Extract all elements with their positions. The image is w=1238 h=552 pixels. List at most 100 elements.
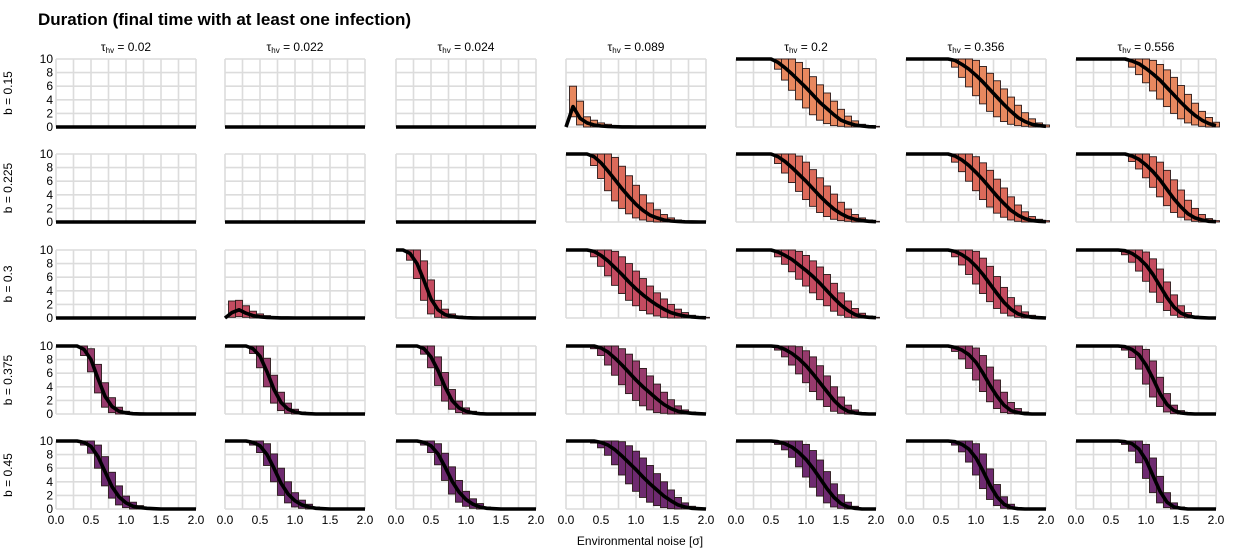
mean-line	[1076, 439, 1216, 511]
mean-line	[566, 152, 706, 224]
column-header-subscript: hv	[1122, 46, 1130, 55]
y-tick-label: 4	[46, 188, 53, 202]
panel-b-0.45-tau-0.2: 0.0 0.5 1.0 1.5 2.0	[728, 439, 885, 527]
column-header-symbol: τ	[948, 40, 953, 54]
panel-b-0.15-tau-0.356	[905, 57, 1050, 129]
column-header-3: τhv = 0.024	[438, 40, 495, 55]
panel-b-0.375-tau-0.024	[395, 344, 537, 416]
column-header-7: τhv = 0.556	[1118, 40, 1175, 55]
column-header-subscript: hv	[789, 46, 797, 55]
mean-line	[906, 344, 1046, 416]
y-tick-label: 10	[40, 52, 54, 66]
panel-b-0.45-tau-0.556: 0.0 0.5 1.0 1.5 2.0	[1068, 439, 1225, 527]
x-tick-label: 2.0	[868, 513, 885, 527]
column-header-6: τhv = 0.356	[948, 40, 1005, 55]
column-header-symbol: τ	[1118, 40, 1123, 54]
panel-b-0.45-tau-0.022: 0.0 0.5 1.0 1.5 2.0	[217, 439, 374, 527]
y-tick-label: 2	[46, 393, 53, 407]
panel-b-0.375-tau-0.2	[735, 344, 877, 416]
column-headers: τhv = 0.02 τhv = 0.022 τhv = 0.024 τhv = 0.…	[101, 40, 1175, 55]
y-tick-label: 4	[46, 380, 53, 394]
y-tick-label: 6	[46, 461, 53, 475]
mean-line	[906, 57, 1047, 129]
mean-line	[736, 152, 877, 224]
mean-line	[1076, 57, 1217, 128]
panel-b-0.15-tau-0.024	[395, 58, 537, 129]
panel-b-0.3-tau-0.022	[223, 249, 366, 320]
y-tick-label: 8	[46, 353, 53, 367]
x-tick-label: 0.5	[763, 513, 780, 527]
mean-line	[564, 104, 706, 129]
column-header-value: = 0.556	[1131, 40, 1175, 54]
column-header-subscript: hv	[952, 46, 960, 55]
panel-b-0.15-tau-0.089	[564, 58, 707, 129]
y-tick-label: 4	[46, 475, 53, 489]
x-tick-label: 1.5	[153, 513, 170, 527]
mean-line	[225, 344, 365, 416]
x-tick-label: 2.0	[1038, 513, 1055, 527]
column-header-value: = 0.356	[961, 40, 1005, 54]
panel-b-0.225-tau-0.022	[224, 153, 366, 224]
mean-line	[906, 152, 1047, 224]
y-tick-label: 10	[40, 339, 54, 353]
mean-line	[566, 344, 707, 416]
column-header-subscript: hv	[271, 46, 279, 55]
x-tick-label: 2.0	[188, 513, 205, 527]
row-header-1: b = 0.15	[1, 71, 15, 115]
x-tick-label: 1.0	[287, 513, 304, 527]
y-tick-label: 0	[46, 407, 53, 421]
panel-b-0.15-tau-0.022	[224, 58, 366, 129]
column-header-subscript: hv	[612, 46, 620, 55]
y-tick-label: 2	[46, 488, 53, 502]
mean-line	[396, 248, 536, 320]
column-header-value: = 0.2	[797, 40, 828, 54]
x-tick-label: 2.0	[357, 513, 374, 527]
mean-line	[56, 439, 196, 511]
row-header-3: b = 0.3	[1, 265, 15, 302]
panel-b-0.45-tau-0.356: 0.0 0.5 1.0 1.5 2.0	[898, 439, 1055, 527]
x-tick-label: 0.5	[933, 513, 950, 527]
x-tick-label: 1.5	[322, 513, 339, 527]
x-tick-label: 0.5	[593, 513, 610, 527]
column-header-1: τhv = 0.02	[101, 40, 152, 55]
x-tick-label: 2.0	[1208, 513, 1225, 527]
x-tick-label: 1.5	[1003, 513, 1020, 527]
x-axis-label: Environmental noise [σ]	[577, 534, 703, 548]
chart-title: Duration (final time with at least one i…	[38, 10, 411, 29]
mean-line	[736, 248, 877, 320]
x-tick-label: 2.0	[528, 513, 545, 527]
x-tick-label: 1.0	[458, 513, 475, 527]
panel-b-0.3-tau-0.2	[735, 248, 880, 320]
y-tick-label: 4	[46, 284, 53, 298]
column-header-value: = 0.024	[451, 40, 495, 54]
mean-line	[736, 57, 877, 129]
x-tick-label: 1.0	[968, 513, 985, 527]
panel-b-0.225-tau-0.2	[735, 152, 880, 224]
column-header-symbol: τ	[784, 40, 789, 54]
x-tick-label: 0.5	[252, 513, 269, 527]
x-tick-label: 0.0	[217, 513, 234, 527]
y-tick-label: 2	[46, 297, 53, 311]
mean-line	[566, 248, 707, 320]
mean-line	[223, 307, 365, 320]
row-header-4: b = 0.375	[1, 354, 15, 405]
mean-line	[736, 439, 876, 511]
x-tick-label: 1.5	[663, 513, 680, 527]
mean-line	[906, 248, 1047, 320]
y-tick-label: 6	[46, 366, 53, 380]
panel-b-0.225-tau-0.089	[565, 152, 707, 224]
x-tick-label: 1.5	[493, 513, 510, 527]
x-tick-label: 0.0	[898, 513, 915, 527]
column-header-value: = 0.022	[280, 40, 324, 54]
y-tick-label: 8	[46, 257, 53, 271]
row-headers: b = 0.15 b = 0.225 b = 0.3 b = 0.375 b = 0.4…	[1, 71, 15, 497]
y-tick-label: 8	[46, 66, 53, 80]
panel-b-0.375-tau-0.556	[1075, 344, 1217, 416]
x-tick-label: 0.5	[423, 513, 440, 527]
